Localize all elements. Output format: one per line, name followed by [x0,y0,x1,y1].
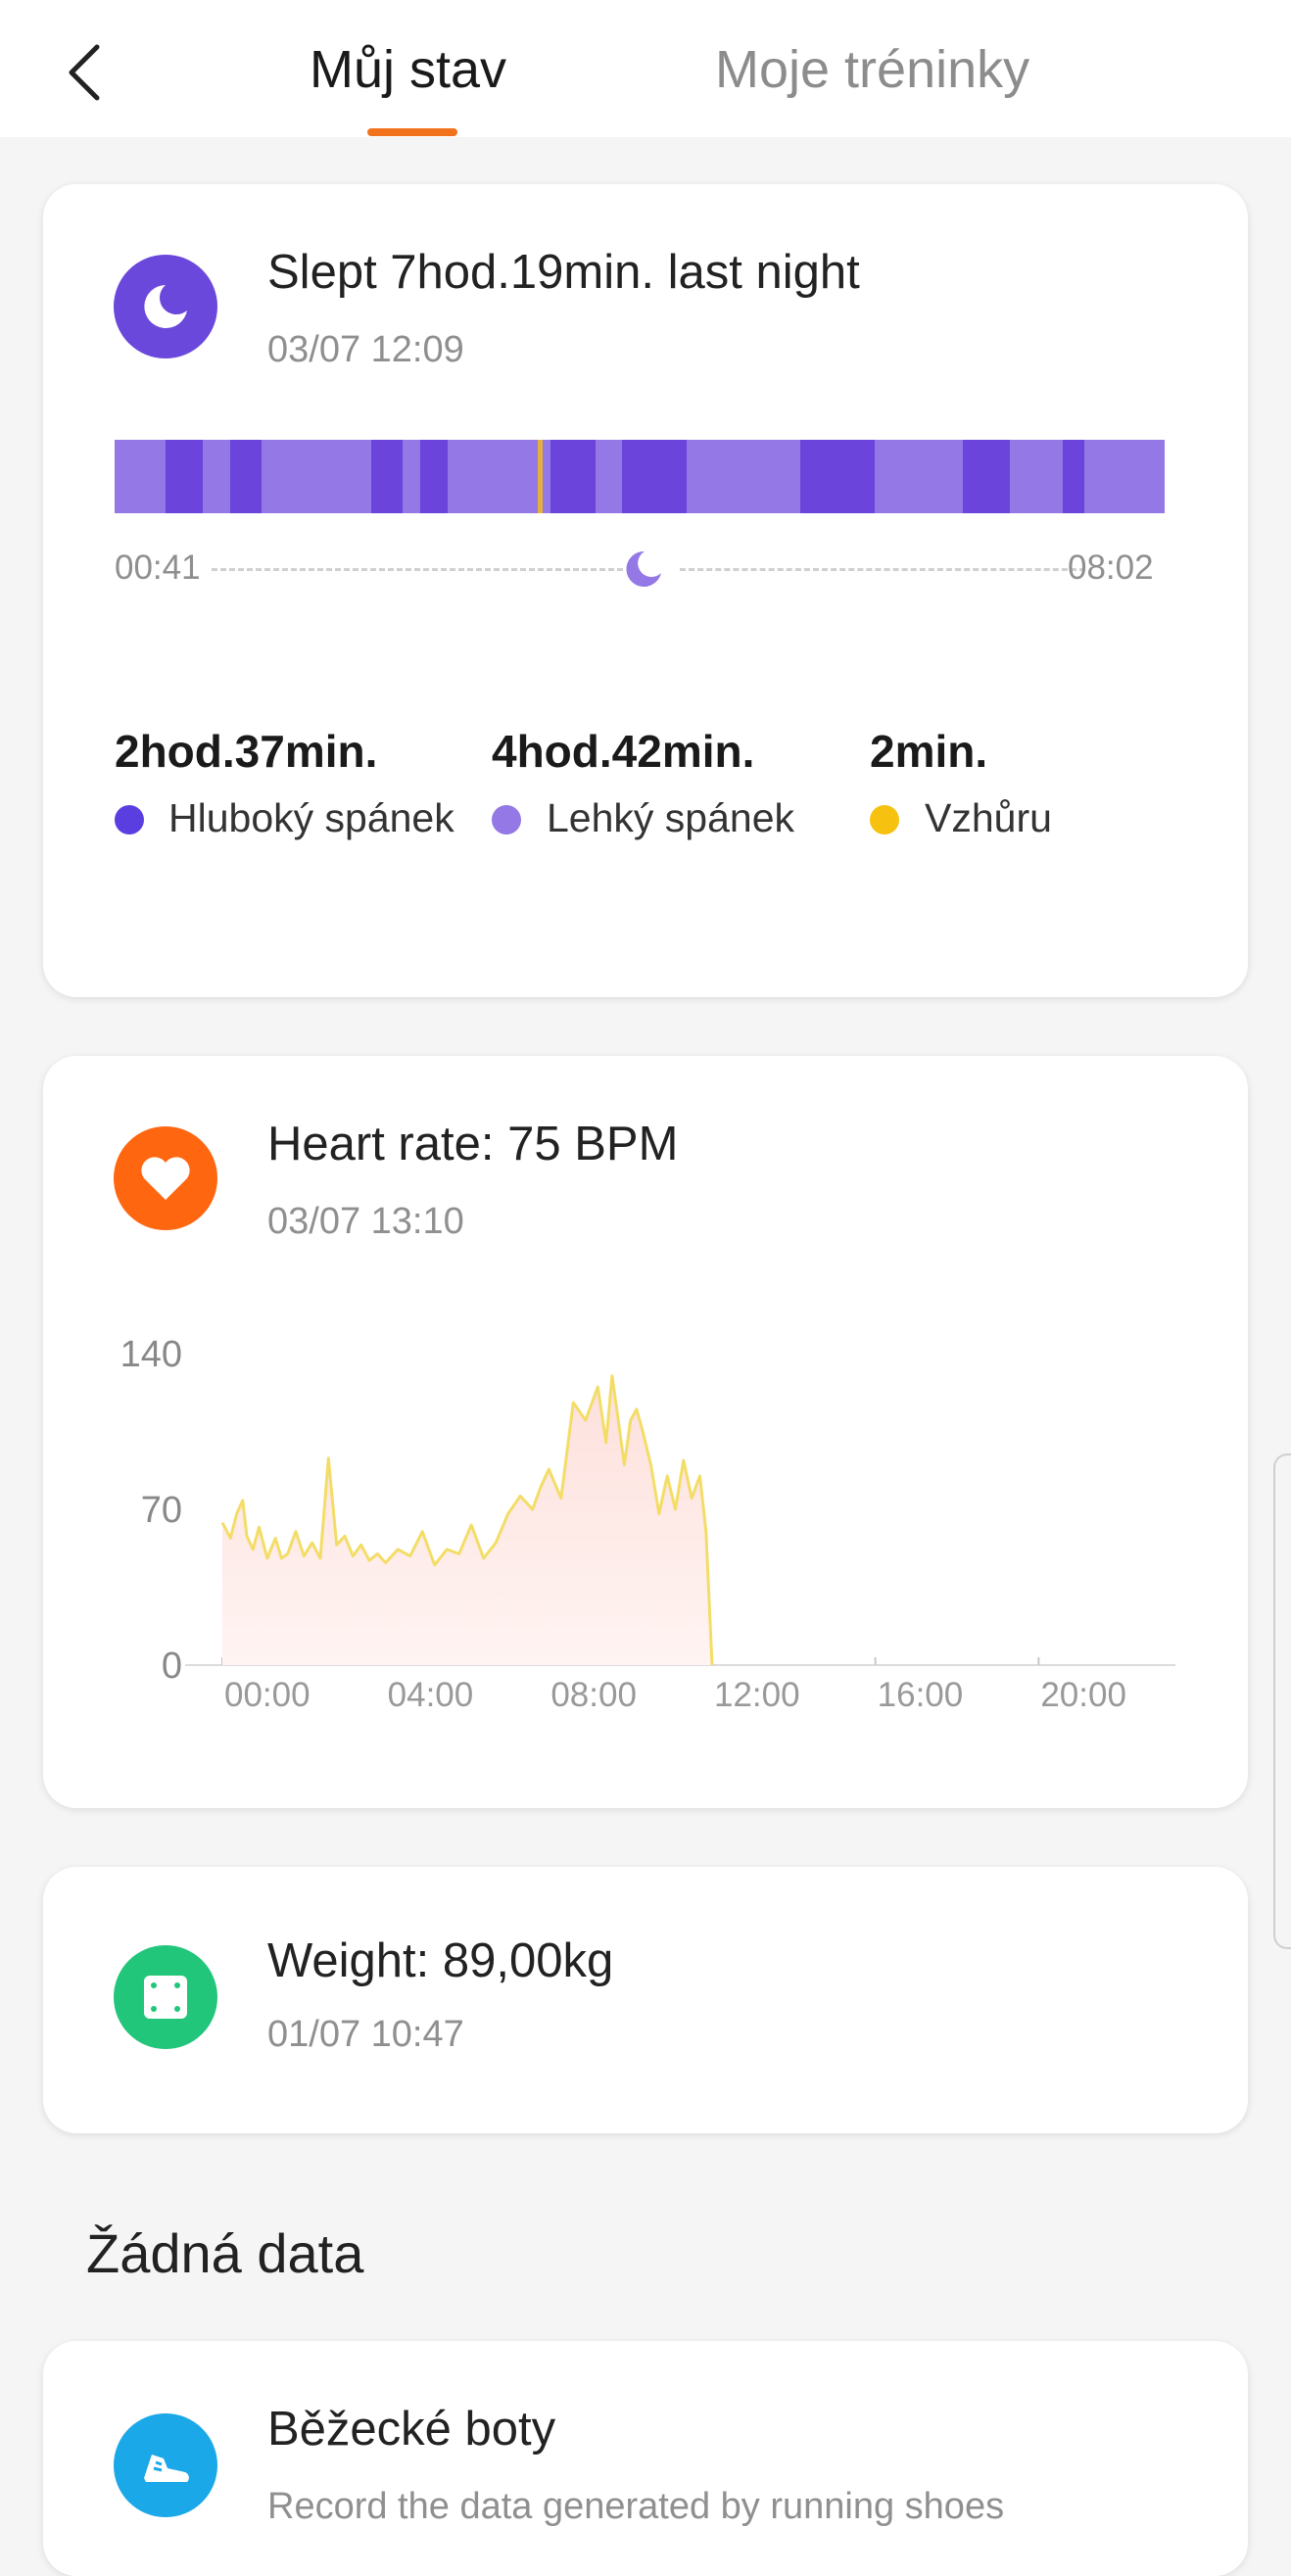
sleep-icon: z [114,255,217,358]
deep-sleep-value: 2hod.37min. [115,726,378,777]
y-tick-label: 70 [141,1490,182,1531]
heart-rate-line [220,1374,714,1666]
tab-my-status[interactable]: Můj stav [310,40,507,99]
x-tick-label: 00:00 [224,1676,311,1714]
back-button[interactable] [54,35,113,110]
running-shoes-card[interactable]: Běžecké boty Record the data generated b… [43,2341,1248,2576]
heart-icon [114,1126,217,1230]
deep-sleep-segment [1063,440,1084,513]
sleep-card[interactable]: z Slept 7hod.19min. last night 03/07 12:… [43,184,1248,997]
x-tick-label: 20:00 [1040,1676,1126,1714]
heart-rate-timestamp: 03/07 13:10 [267,1201,464,1242]
weight-card[interactable]: Weight: 89,00kg 01/07 10:47 [43,1867,1248,2133]
deep-sleep-segment [963,440,1010,513]
awake-value: 2min. [870,726,988,777]
deep-sleep-segment [622,440,687,513]
x-tick-label: 16:00 [878,1676,964,1714]
heart-rate-card[interactable]: Heart rate: 75 BPM 03/07 13:10 140 70 0 00… [43,1056,1248,1808]
deep-sleep-label: Hluboký spánek [168,795,454,840]
sleep-timestamp: 03/07 12:09 [267,329,464,370]
scale-icon [114,1945,217,2049]
light-sleep-dot [492,805,521,835]
active-tab-indicator [367,128,457,136]
weight-timestamp: 01/07 10:47 [267,2014,464,2055]
deep-sleep-segment [550,440,596,513]
heart-rate-title: Heart rate: 75 BPM [267,1118,679,1170]
x-tick-label: 08:00 [550,1676,637,1714]
x-tick-label: 12:00 [714,1676,800,1714]
side-scroll-handle[interactable] [1273,1454,1291,1949]
light-sleep-value: 4hod.42min. [492,726,755,777]
x-tick-label: 04:00 [388,1676,474,1714]
heart-rate-chart: 140 70 0 00:00 04:00 08:00 12:00 16:00 20:00 [120,1334,1175,1714]
awake-label: Vzhůru [925,795,1052,840]
deep-sleep-dot [115,805,144,835]
weight-title: Weight: 89,00kg [267,1934,614,1987]
deep-sleep-segment [166,440,203,513]
deep-sleep-segment [420,440,448,513]
sleep-end-time: 08:02 [1068,549,1154,587]
heart-rate-area [222,1375,712,1665]
shoe-icon [114,2413,217,2517]
light-sleep-label: Lehký spánek [547,795,795,840]
y-tick-label: 140 [120,1334,182,1375]
running-shoes-title: Běžecké boty [267,2403,556,2456]
timeline-divider [680,568,1085,571]
sleep-stage-bar [115,440,1165,513]
timeline-divider [212,568,623,571]
deep-sleep-segment [230,440,262,513]
awake-dot [870,805,899,835]
svg-text:z: z [171,290,179,307]
sleep-start-time: 00:41 [115,549,201,587]
sleep-title: Slept 7hod.19min. last night [267,246,860,299]
deep-sleep-segment [800,440,875,513]
tab-my-workouts[interactable]: Moje tréninky [715,40,1030,99]
no-data-section-title: Žádná data [86,2222,364,2284]
chevron-left-icon [69,44,100,101]
moon-icon [626,550,661,587]
top-bar: Můj stav Moje tréninky [0,0,1291,137]
deep-sleep-segment [371,440,403,513]
y-tick-label: 0 [162,1646,182,1687]
awake-segment [538,440,543,513]
